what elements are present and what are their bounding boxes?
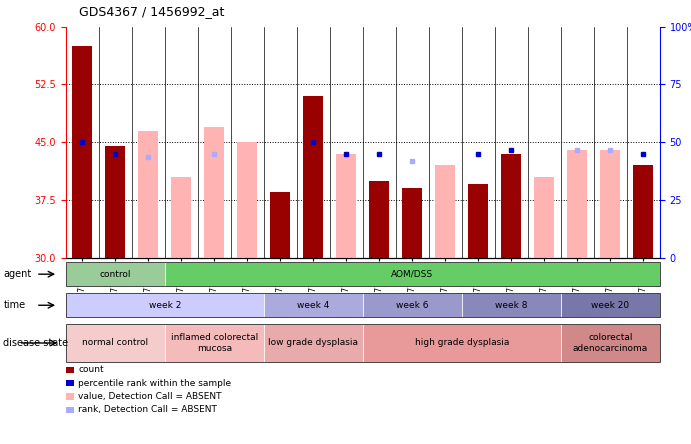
Bar: [105, 146, 125, 258]
Text: week 2: week 2: [149, 301, 181, 310]
Bar: [634, 165, 653, 258]
Text: percentile rank within the sample: percentile rank within the sample: [78, 379, 231, 388]
Text: inflamed colorectal
mucosa: inflamed colorectal mucosa: [171, 333, 258, 353]
Text: low grade dysplasia: low grade dysplasia: [268, 338, 358, 348]
Text: AOM/DSS: AOM/DSS: [391, 270, 433, 279]
Bar: [138, 131, 158, 258]
Text: disease state: disease state: [3, 338, 68, 348]
Text: week 6: week 6: [396, 301, 428, 310]
Text: count: count: [78, 365, 104, 374]
Bar: [205, 127, 224, 258]
Text: time: time: [3, 300, 26, 310]
Bar: [270, 192, 290, 258]
Text: rank, Detection Call = ABSENT: rank, Detection Call = ABSENT: [78, 405, 217, 414]
Text: week 4: week 4: [297, 301, 330, 310]
Text: value, Detection Call = ABSENT: value, Detection Call = ABSENT: [78, 392, 222, 401]
Bar: [402, 188, 422, 258]
Bar: [303, 96, 323, 258]
Text: colorectal
adenocarcinoma: colorectal adenocarcinoma: [573, 333, 648, 353]
Bar: [337, 154, 356, 258]
Bar: [435, 165, 455, 258]
Text: normal control: normal control: [82, 338, 149, 348]
Text: agent: agent: [3, 269, 32, 279]
Bar: [237, 142, 257, 258]
Bar: [370, 181, 389, 258]
Bar: [534, 177, 554, 258]
Text: GDS4367 / 1456992_at: GDS4367 / 1456992_at: [79, 5, 225, 18]
Bar: [502, 154, 521, 258]
Bar: [171, 177, 191, 258]
Bar: [468, 184, 489, 258]
Text: week 8: week 8: [495, 301, 528, 310]
Text: control: control: [100, 270, 131, 279]
Bar: [567, 150, 587, 258]
Text: high grade dysplasia: high grade dysplasia: [415, 338, 509, 348]
Bar: [73, 46, 92, 258]
Text: week 20: week 20: [591, 301, 630, 310]
Bar: [600, 150, 621, 258]
